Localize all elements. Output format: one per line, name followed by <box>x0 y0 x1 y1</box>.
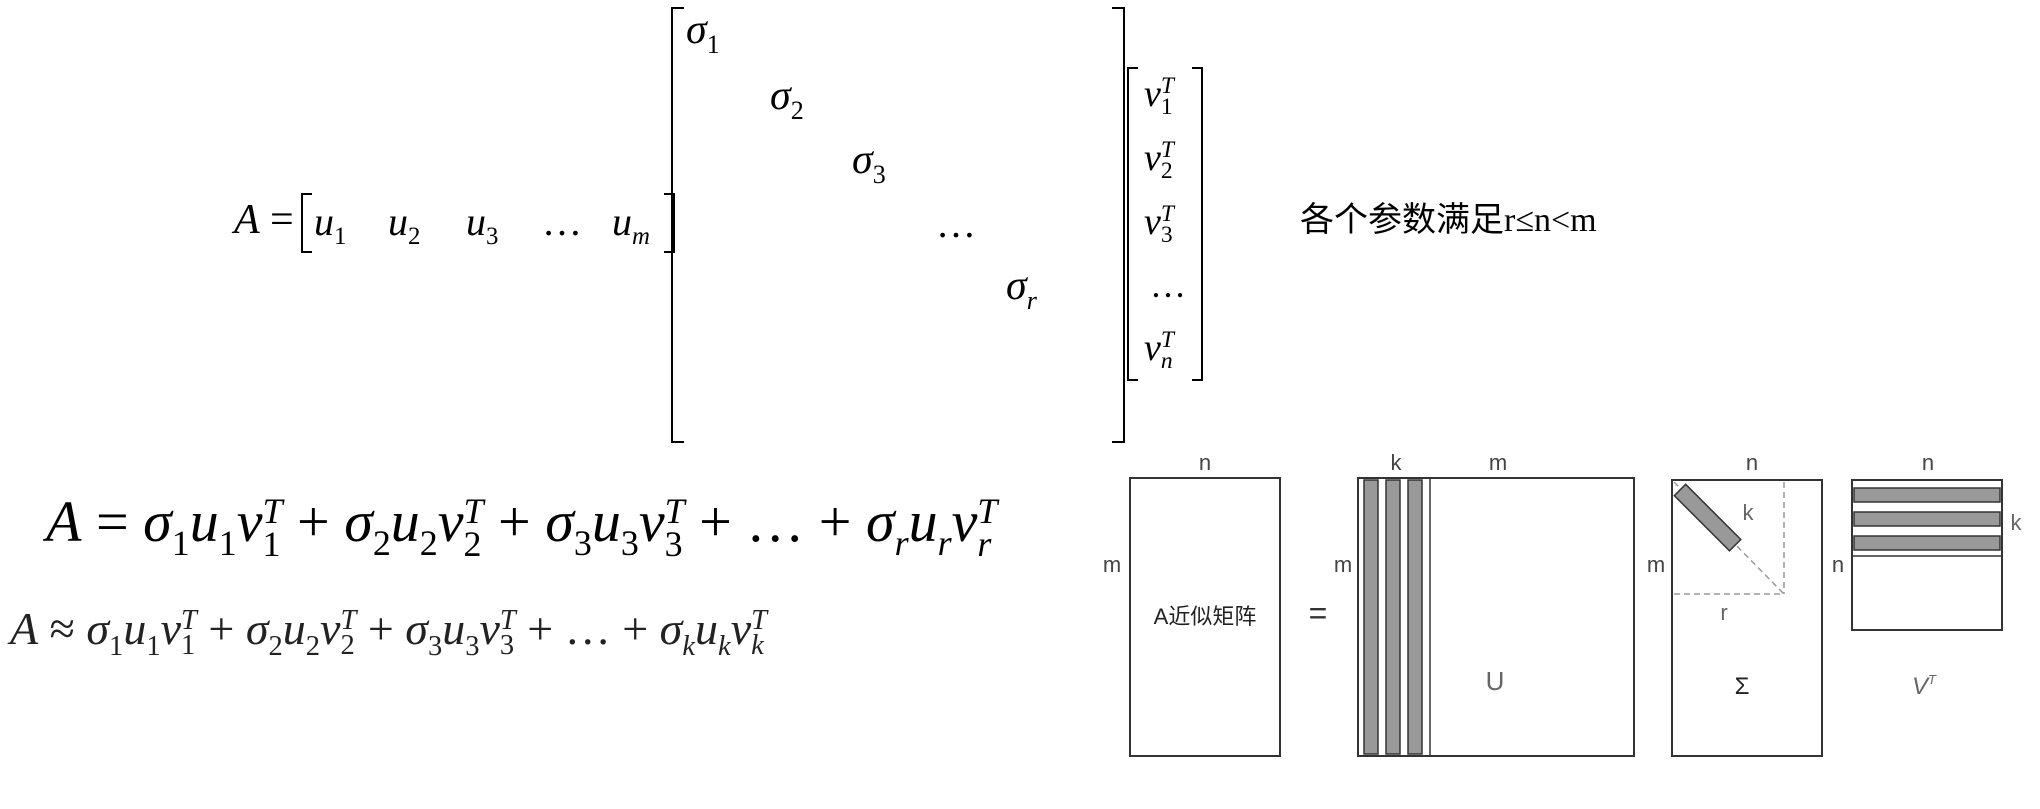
approx-relation: ≈ <box>49 603 75 654</box>
expansion-lhs: A <box>46 489 82 554</box>
vt-matrix-right-k: k <box>2011 510 2023 535</box>
diagram-equals: = <box>1309 595 1328 631</box>
expansion-formula: A = σ1u1v T 1 + σ2u2v T 2 + σ3u3v T 3 + … + σr… <box>46 489 998 564</box>
approximation-formula: A ≈ σ1u1v T 1 + σ2u2v T 2 + σ3u3v T 3 + … + σk… <box>10 603 767 662</box>
svd-equals: = <box>270 197 294 243</box>
sigma-entry-r: σr <box>1006 263 1037 315</box>
sigma-entry-dots: … <box>936 201 976 246</box>
svd-truncation-diagram: A近似矩阵 n m = U k m m Σ n m k r VT <box>1103 450 2023 757</box>
expansion-relation: = <box>95 489 129 554</box>
u-matrix: U k m m <box>1334 450 1635 757</box>
sigma-entry-1: σ1 <box>686 7 720 59</box>
approx-term-2: σ2u2v T 2 <box>245 603 357 662</box>
vt-matrix-label: VT <box>1912 672 1937 700</box>
approx-matrix-top-dim: n <box>1199 450 1211 475</box>
approx-lhs: A <box>10 603 39 654</box>
u-entry-3: u3 <box>466 199 499 251</box>
approx-matrix: A近似矩阵 n m <box>1103 450 1281 757</box>
u-row-brackets <box>301 193 675 253</box>
expansion-term-2: σ2u2v T 2 <box>344 489 484 564</box>
sigma-matrix-left-dim: m <box>1647 552 1665 577</box>
u-matrix-label: U <box>1486 666 1505 696</box>
sigma-r-label: r <box>1720 600 1727 625</box>
u-entry-dots: … <box>542 199 582 244</box>
u-entry-2: u2 <box>388 199 421 251</box>
condition-note: 各个参数满足r≤n<m <box>1300 202 1597 239</box>
vt-matrix-left-dim: n <box>1832 552 1844 577</box>
vt-entry-dots: … <box>1150 265 1186 305</box>
u-matrix-top-k: k <box>1391 450 1403 475</box>
expansion-term-3: σ3u3v T 3 <box>545 489 685 564</box>
approx-dots: … <box>564 603 611 654</box>
sigma-matrix-brackets <box>671 7 1125 443</box>
sigma-matrix-label: Σ <box>1735 673 1750 700</box>
u-entry-m: um <box>612 199 650 251</box>
vt-matrix-top-dim: n <box>1922 450 1934 475</box>
approx-term-3: σ3u3v T 3 <box>405 603 516 662</box>
approx-matrix-label: A近似矩阵 <box>1154 604 1257 629</box>
vt-matrix: VT n n k <box>1832 450 2023 700</box>
u-entry-1: u1 <box>314 199 347 251</box>
expansion-dots: … <box>746 489 805 554</box>
sigma-entry-2: σ2 <box>770 73 804 125</box>
sigma-matrix-top-dim: n <box>1746 450 1758 475</box>
approx-term-1: σ1u1v T 1 <box>86 603 197 662</box>
sigma-entry-3: σ3 <box>852 137 886 189</box>
sigma-matrix: Σ n m k r <box>1647 450 1823 757</box>
u-matrix-top-m: m <box>1489 450 1507 475</box>
svd-lhs: A <box>234 197 260 243</box>
u-matrix-left-dim: m <box>1334 552 1352 577</box>
vt-column-brackets <box>1127 67 1203 381</box>
sigma-k-label: k <box>1743 500 1755 525</box>
expansion-term-1: σ1u1v T 1 <box>143 489 283 564</box>
approx-matrix-left-dim: m <box>1103 552 1121 577</box>
